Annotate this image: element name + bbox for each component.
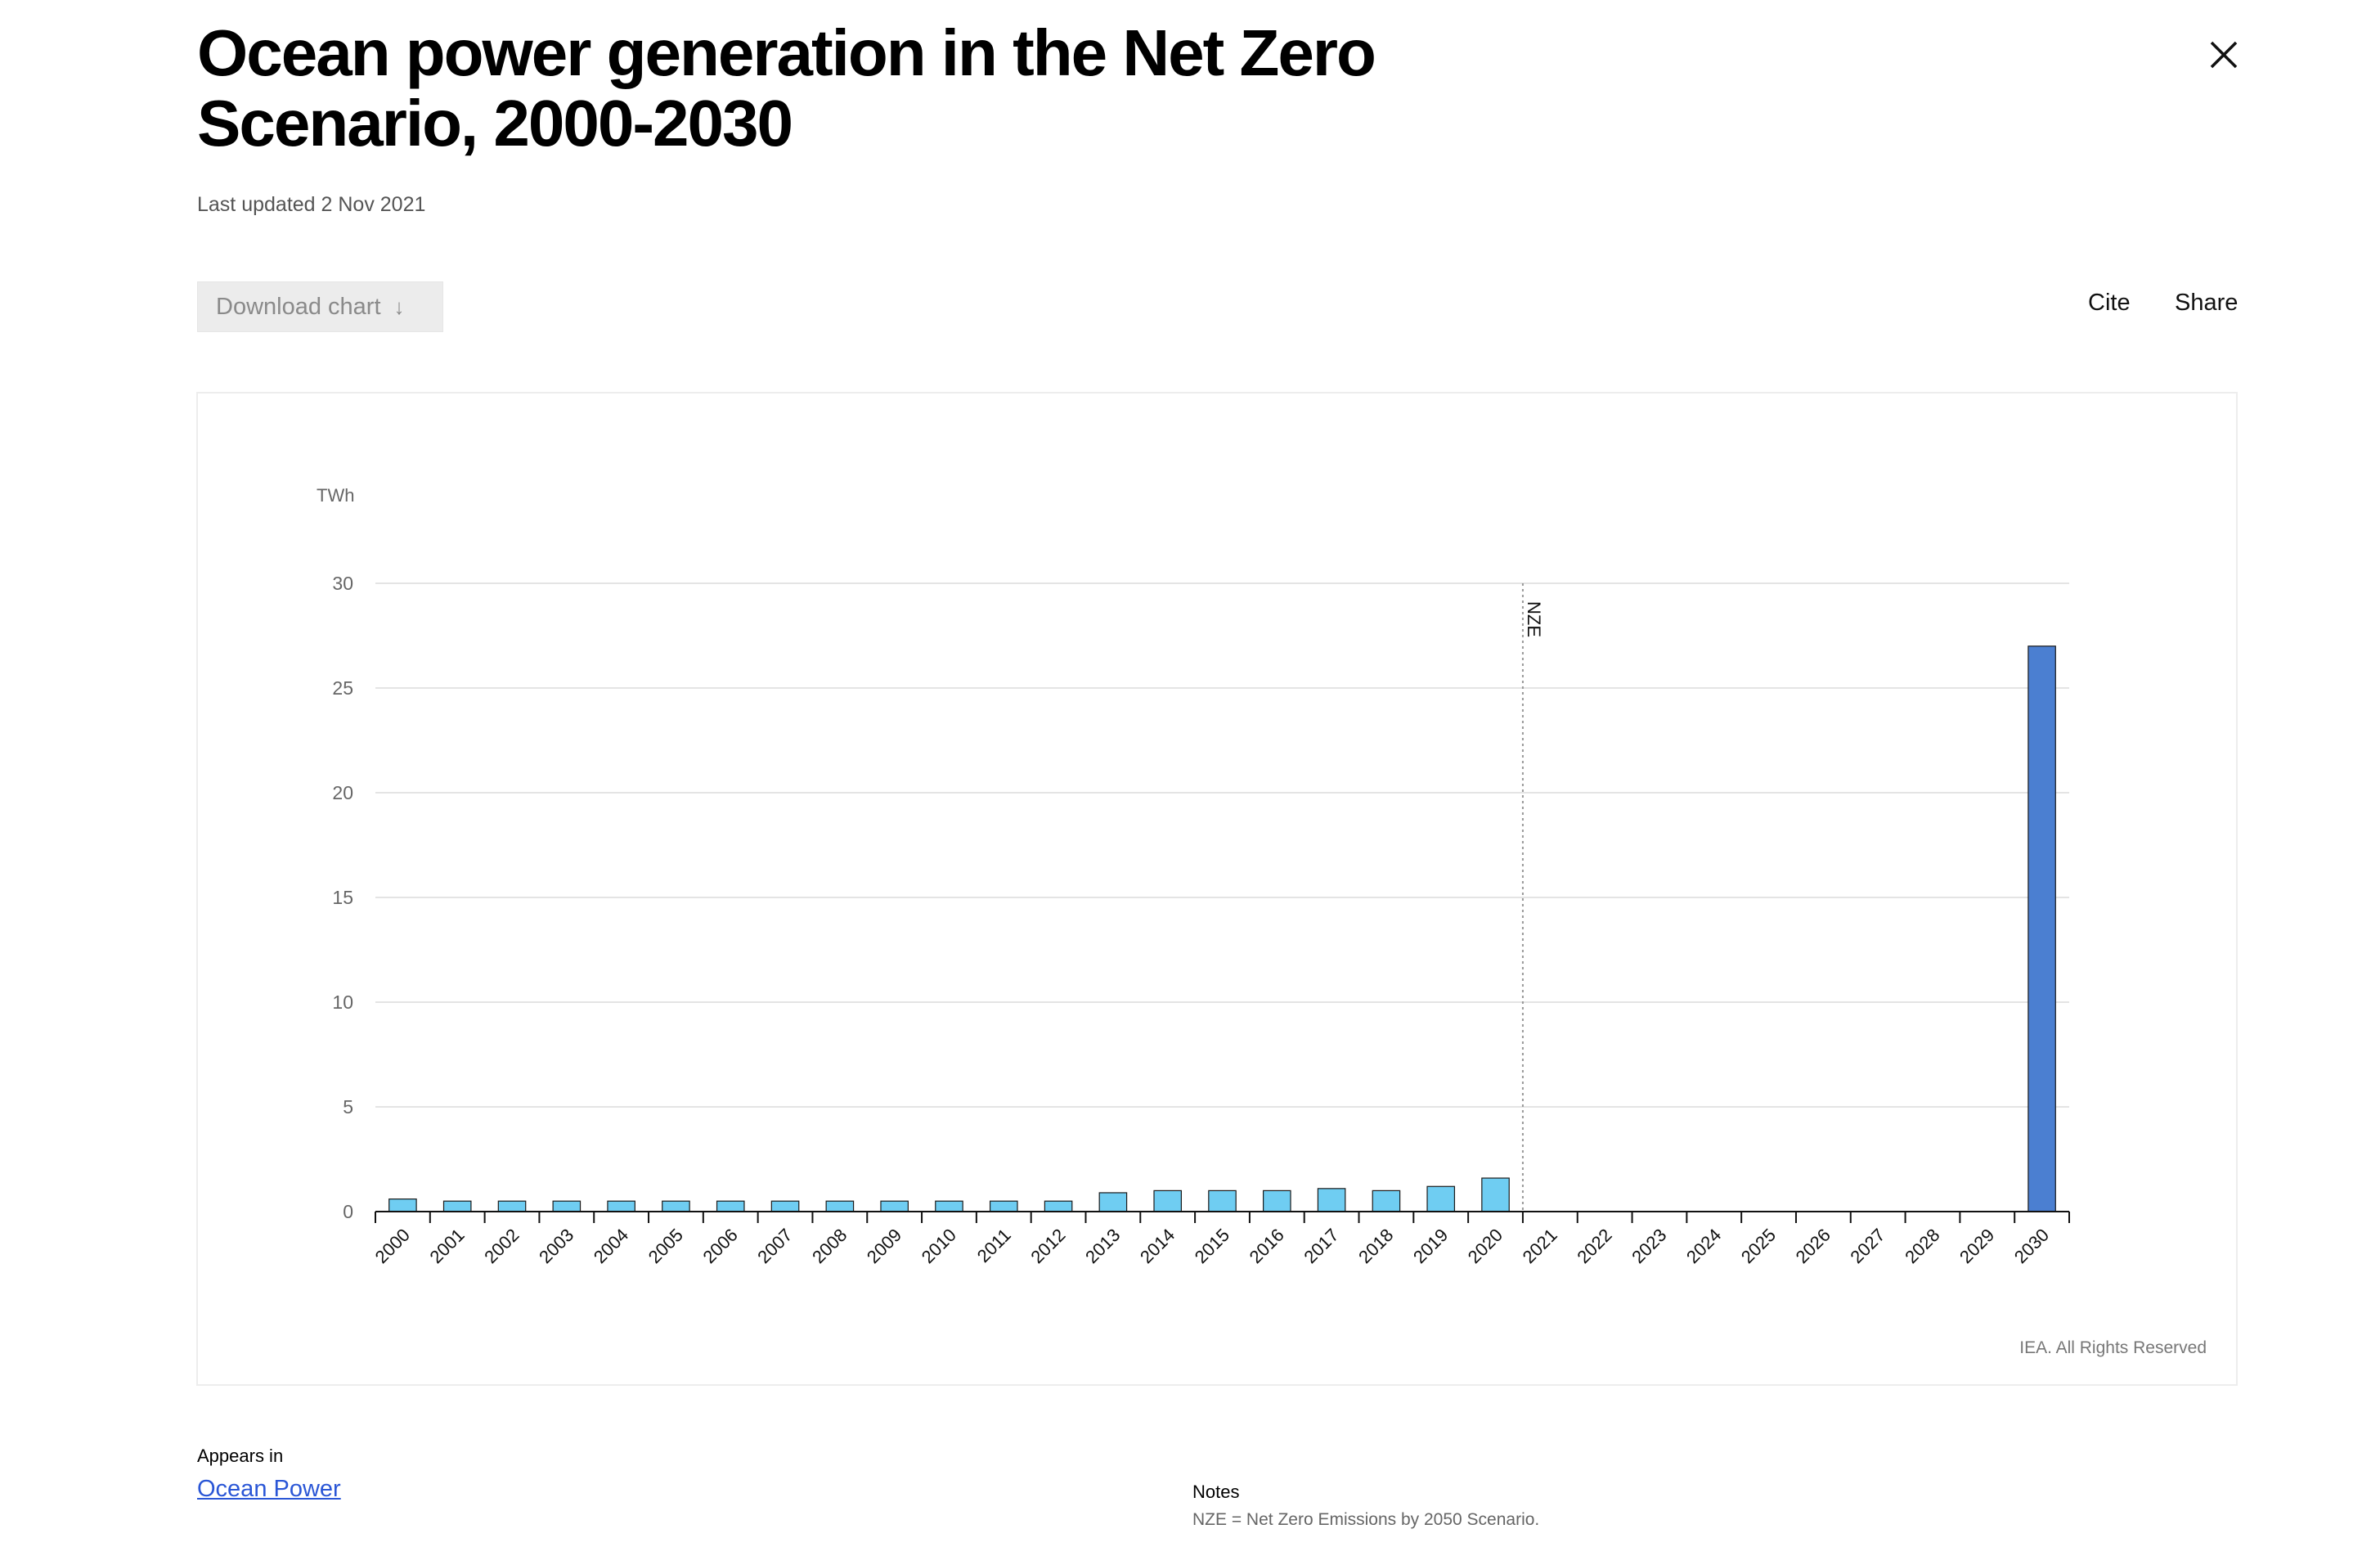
x-tick-label: 2013	[1081, 1225, 1124, 1267]
bar	[552, 1200, 582, 1212]
bar	[1317, 1188, 1346, 1212]
x-tick-label: 2014	[1136, 1225, 1179, 1267]
y-tick-label: 20	[332, 782, 353, 803]
x-tick-label: 2015	[1191, 1225, 1233, 1267]
x-tick-label: 2008	[808, 1225, 851, 1267]
x-tick-label: 2028	[1901, 1225, 1943, 1267]
x-tick-label: 2003	[535, 1225, 577, 1267]
y-tick-label: 30	[332, 573, 353, 594]
close-icon[interactable]	[2208, 39, 2239, 70]
x-tick-label: 2009	[863, 1225, 905, 1267]
bar	[1098, 1192, 1128, 1212]
bar	[716, 1200, 745, 1212]
x-tick-label: 2023	[1628, 1225, 1670, 1267]
notes-heading: Notes	[1192, 1482, 1240, 1502]
x-tick-label: 2025	[1737, 1225, 1780, 1267]
y-tick-label: 25	[332, 677, 353, 699]
y-axis-label: TWh	[317, 485, 354, 506]
x-tick-label: 2026	[1792, 1225, 1834, 1267]
download-chart-label: Download chart	[216, 293, 381, 320]
x-tick-label: 2005	[644, 1225, 687, 1267]
bar	[935, 1200, 963, 1212]
y-tick-label: 5	[343, 1096, 353, 1118]
bar	[497, 1200, 527, 1212]
appears-in-link[interactable]: Ocean Power	[197, 1476, 341, 1502]
x-tick-label: 2010	[918, 1225, 960, 1267]
bar	[1263, 1189, 1291, 1212]
x-tick-label: 2004	[590, 1225, 632, 1267]
share-button[interactable]: Share	[2175, 290, 2239, 316]
bar	[1426, 1185, 1456, 1212]
bar	[442, 1200, 472, 1212]
copyright-note: IEA. All Rights Reserved	[2019, 1338, 2207, 1357]
chart-card: 0 5 10 15 20 25 30 TWh NZE 2000 2001 2002 2003 2004 20…	[196, 392, 2238, 1386]
cite-button[interactable]: Cite	[2088, 290, 2131, 316]
bar	[1208, 1189, 1237, 1212]
bar	[607, 1200, 635, 1212]
x-tick-label: 2007	[753, 1225, 796, 1267]
x-tick-label: 2001	[425, 1225, 468, 1267]
x-tick-label: 2027	[1846, 1225, 1888, 1267]
bar	[2027, 645, 2056, 1212]
x-tick-label: 2024	[1682, 1225, 1725, 1267]
arrow-down-icon: ↓	[393, 294, 405, 319]
y-tick-label: 0	[343, 1201, 353, 1222]
x-tick-label: 2011	[973, 1225, 1015, 1266]
bar	[825, 1200, 855, 1212]
bar	[1153, 1189, 1182, 1212]
x-tick-label: 2020	[1464, 1225, 1507, 1267]
bar	[388, 1198, 417, 1212]
page-title: Ocean power generation in the Net Zero S…	[197, 16, 1376, 160]
x-tick-label: 2016	[1246, 1225, 1288, 1267]
bar	[1481, 1177, 1510, 1212]
notes-text: NZE = Net Zero Emissions by 2050 Scenari…	[1192, 1510, 1540, 1529]
annotation-label: NZE	[1524, 601, 1544, 637]
x-tick-label: 2017	[1300, 1225, 1342, 1267]
x-tick-label: 2030	[2010, 1225, 2053, 1267]
bar	[770, 1200, 800, 1212]
bar	[1372, 1189, 1401, 1212]
x-tick-label: 2022	[1573, 1225, 1615, 1267]
y-tick-label: 10	[332, 992, 353, 1013]
x-tick-label: 2019	[1409, 1225, 1452, 1267]
bar	[1044, 1200, 1073, 1212]
x-tick-label: 2029	[1956, 1225, 1998, 1267]
last-updated: Last updated 2 Nov 2021	[197, 193, 426, 216]
download-chart-button[interactable]: Download chart ↓	[197, 281, 443, 332]
x-tick-label: 2006	[698, 1225, 741, 1267]
bar	[880, 1200, 909, 1212]
appears-in-label: Appears in	[197, 1446, 284, 1466]
y-tick-label: 15	[332, 887, 353, 908]
bar	[989, 1200, 1018, 1212]
x-tick-label: 2021	[1519, 1225, 1561, 1267]
x-tick-label: 2000	[371, 1225, 414, 1267]
x-tick-label: 2012	[1026, 1225, 1069, 1267]
x-tick-label: 2018	[1354, 1225, 1397, 1267]
bar	[662, 1200, 690, 1212]
x-tick-label: 2002	[480, 1225, 523, 1267]
